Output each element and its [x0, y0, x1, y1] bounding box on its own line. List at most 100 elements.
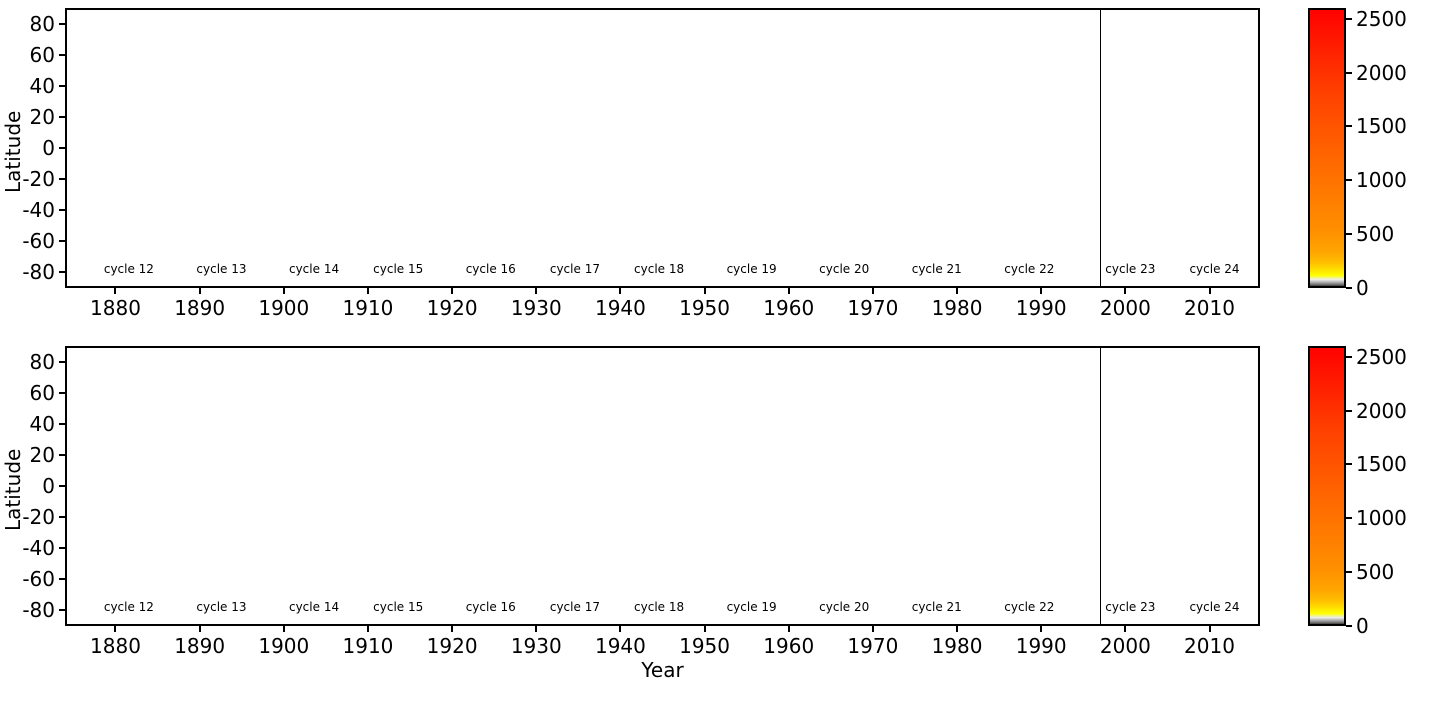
xtick	[788, 626, 790, 632]
xtick	[872, 288, 874, 294]
xtick-label: 1960	[759, 296, 819, 320]
xtick	[956, 626, 958, 632]
xlabel: Year	[65, 658, 1260, 682]
xtick	[619, 626, 621, 632]
xtick-label: 1990	[1011, 634, 1071, 658]
ytick	[59, 23, 65, 25]
xtick-label: 2010	[1180, 296, 1240, 320]
xtick-label: 1920	[422, 296, 482, 320]
xtick	[704, 288, 706, 294]
ytick-label: 60	[9, 43, 55, 67]
ytick	[59, 609, 65, 611]
xtick-label: 1930	[506, 634, 566, 658]
cycle-label: cycle 21	[902, 262, 972, 276]
ytick	[59, 485, 65, 487]
xtick-label: 1940	[590, 634, 650, 658]
xtick	[1209, 288, 1211, 294]
xtick	[1124, 288, 1126, 294]
colorbar-tick-label: 2000	[1356, 399, 1416, 423]
colorbar-tick-label: 500	[1356, 560, 1416, 584]
cycle-label: cycle 12	[94, 262, 164, 276]
colorbar-tick	[1346, 179, 1352, 181]
xtick	[535, 626, 537, 632]
ytick-label: 80	[9, 350, 55, 374]
cycle-label: cycle 19	[717, 600, 787, 614]
ytick	[59, 516, 65, 518]
cycle-label: cycle 23	[1095, 262, 1165, 276]
xtick-label: 1890	[170, 296, 230, 320]
ytick	[59, 271, 65, 273]
cycle-label: cycle 21	[902, 600, 972, 614]
colorbar-tick	[1346, 233, 1352, 235]
xtick-label: 1880	[85, 296, 145, 320]
xtick-label: 1890	[170, 634, 230, 658]
ytick	[59, 85, 65, 87]
xtick-label: 1950	[675, 634, 735, 658]
cycle-label: cycle 12	[94, 600, 164, 614]
ytick-label: -40	[9, 198, 55, 222]
vertical-marker-bottom	[1100, 346, 1101, 626]
xtick-label: 1880	[85, 634, 145, 658]
ytick-label: -40	[9, 536, 55, 560]
ytick	[59, 209, 65, 211]
xtick	[283, 288, 285, 294]
colorbar-tick	[1346, 125, 1352, 127]
xtick-label: 2010	[1180, 634, 1240, 658]
xtick-label: 1940	[590, 296, 650, 320]
ytick	[59, 147, 65, 149]
xtick	[1040, 626, 1042, 632]
xtick	[199, 626, 201, 632]
xtick-label: 1970	[843, 634, 903, 658]
cycle-label: cycle 20	[809, 600, 879, 614]
xtick-label: 1920	[422, 634, 482, 658]
colorbar-tick	[1346, 517, 1352, 519]
xtick	[283, 626, 285, 632]
xtick-label: 1930	[506, 296, 566, 320]
colorbar-tick-label: 2000	[1356, 61, 1416, 85]
colorbar-tick-label: 0	[1356, 614, 1416, 638]
ytick-label: -60	[9, 229, 55, 253]
xtick	[1209, 626, 1211, 632]
ytick	[59, 578, 65, 580]
xtick-label: 2000	[1095, 296, 1155, 320]
colorbar-tick	[1346, 18, 1352, 20]
xtick-label: 1950	[675, 296, 735, 320]
cycle-label: cycle 15	[363, 600, 433, 614]
colorbar-frame-bottom	[1308, 346, 1346, 626]
ytick	[59, 423, 65, 425]
cycle-label: cycle 17	[540, 600, 610, 614]
ytick-label: 40	[9, 412, 55, 436]
xtick	[367, 626, 369, 632]
ytick-label: 80	[9, 12, 55, 36]
xtick	[788, 288, 790, 294]
xtick-label: 1910	[338, 296, 398, 320]
cycle-label: cycle 22	[994, 262, 1064, 276]
vertical-marker-top	[1100, 8, 1101, 288]
xtick-label: 1960	[759, 634, 819, 658]
cycle-label: cycle 13	[186, 600, 256, 614]
colorbar-tick	[1346, 463, 1352, 465]
colorbar-tick	[1346, 356, 1352, 358]
colorbar-tick-label: 1000	[1356, 168, 1416, 192]
cycle-label: cycle 24	[1180, 600, 1250, 614]
ytick	[59, 54, 65, 56]
colorbar-tick-label: 2500	[1356, 345, 1416, 369]
cycle-label: cycle 19	[717, 262, 787, 276]
xtick	[956, 288, 958, 294]
cycle-label: cycle 20	[809, 262, 879, 276]
cycle-label: cycle 22	[994, 600, 1064, 614]
xtick-label: 1900	[254, 296, 314, 320]
ytick-label: -80	[9, 598, 55, 622]
plot-frame-top	[65, 8, 1260, 288]
colorbar-tick-label: 2500	[1356, 7, 1416, 31]
cycle-label: cycle 13	[186, 262, 256, 276]
xtick	[451, 288, 453, 294]
xtick	[114, 626, 116, 632]
ylabel-top: Latitude	[1, 103, 25, 193]
xtick-label: 1910	[338, 634, 398, 658]
ytick-label: -60	[9, 567, 55, 591]
colorbar-tick-label: 1500	[1356, 452, 1416, 476]
xtick	[872, 626, 874, 632]
ytick-label: 60	[9, 381, 55, 405]
cycle-label: cycle 18	[624, 262, 694, 276]
